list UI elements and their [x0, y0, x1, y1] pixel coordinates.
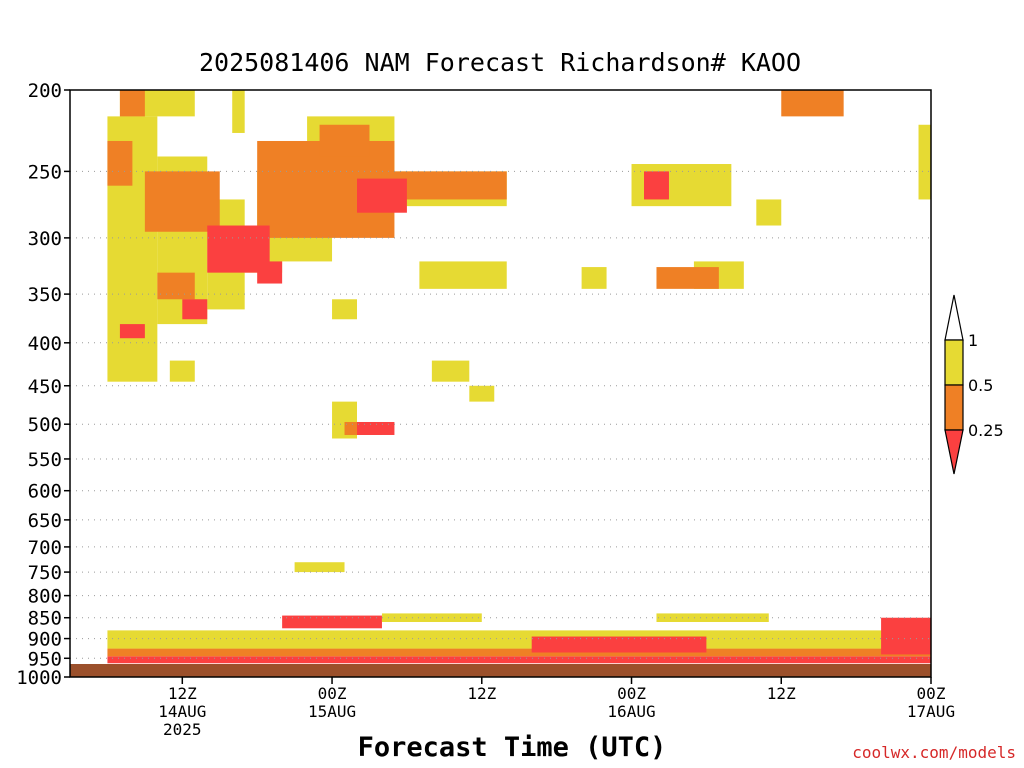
x-tick-label: 12Z	[767, 684, 796, 703]
y-tick-label: 200	[28, 80, 62, 102]
heatmap-cell	[282, 615, 382, 629]
y-tick-label: 450	[28, 376, 62, 398]
x-tick-label: 12Z	[168, 684, 197, 703]
heatmap-cell	[581, 267, 607, 289]
y-tick-label: 800	[28, 586, 62, 608]
chart-title: 2025081406 NAM Forecast Richardson# KAOO	[198, 48, 802, 77]
y-tick-label: 700	[28, 537, 62, 559]
heatmap-cell	[169, 360, 195, 382]
colorbar: 1 0.5 0.25	[944, 294, 1004, 475]
plot-frame	[69, 89, 932, 678]
heatmap-cell	[294, 562, 345, 573]
heatmap-cell	[756, 199, 782, 226]
y-axis: 200 250 300 350 400 450 500 550 600 650 700 7508008…	[16, 80, 70, 689]
y-tick-label: 400	[28, 333, 62, 355]
heatmap-cell	[357, 178, 407, 213]
y-tick-label: 600	[28, 481, 62, 503]
heatmap-cell	[644, 171, 669, 200]
heatmap-cell	[144, 171, 220, 232]
y-tick-label: 750	[28, 562, 62, 584]
heatmap-cell	[107, 656, 931, 664]
heatmap-cell	[381, 613, 482, 622]
y-tick-label: 500	[28, 414, 62, 436]
y-tick-label: 250	[28, 161, 62, 183]
y-tick-label: 300	[28, 228, 62, 250]
heatmap-cell	[232, 90, 245, 133]
x-axis-title: Forecast Time (UTC)	[357, 732, 667, 763]
heatmap-cell	[419, 261, 507, 289]
x-tick-label: 00Z	[318, 684, 347, 703]
colorbar-label: 1	[968, 331, 978, 350]
colorbar-label: 0.25	[968, 421, 1004, 440]
y-tick-label: 900	[28, 629, 62, 651]
heatmap-cell	[107, 140, 133, 186]
heatmap-cell	[182, 299, 208, 320]
y-tick-label: 950	[28, 648, 62, 670]
colorbar-bottom-arrow	[944, 429, 964, 475]
heatmap-cell	[918, 124, 931, 200]
heatmap-cell	[119, 90, 145, 117]
heatmap-cell	[357, 421, 395, 435]
y-tick-label: 550	[28, 449, 62, 471]
heatmap-cell	[107, 648, 931, 657]
colorbar-top-arrow	[944, 294, 964, 341]
heatmap-cell	[257, 261, 283, 284]
x-tick-label: 12Z	[467, 684, 496, 703]
heatmap-cells	[70, 90, 931, 677]
heatmap-cell	[107, 630, 931, 649]
heatmap-cell	[781, 90, 844, 117]
colorbar-label: 0.5	[968, 376, 993, 395]
x-tick-label: 15AUG	[308, 702, 356, 721]
heatmap-cell	[332, 299, 357, 320]
y-tick-label: 1000	[16, 667, 62, 689]
heatmap-cell	[656, 267, 719, 289]
heatmap-cell	[157, 272, 195, 300]
x-tick-label: 2025	[163, 720, 202, 739]
heatmap-cell	[531, 636, 707, 653]
y-tick-label: 350	[28, 284, 62, 306]
ground-fill	[70, 664, 931, 677]
y-tick-label: 650	[28, 510, 62, 532]
heatmap-cell	[319, 124, 370, 157]
heatmap-cell	[469, 385, 495, 402]
x-tick-label: 16AUG	[607, 702, 655, 721]
x-tick-label: 14AUG	[158, 702, 206, 721]
credit-link[interactable]: coolwx.com/models	[852, 743, 1016, 762]
heatmap-cell	[119, 324, 145, 339]
colorbar-segment	[944, 339, 964, 386]
colorbar-segment	[944, 384, 964, 431]
x-tick-label: 00Z	[617, 684, 646, 703]
heatmap-cell	[431, 360, 470, 382]
x-tick-label: 00Z	[917, 684, 946, 703]
heatmap-cell	[881, 617, 931, 655]
y-tick-label: 850	[28, 608, 62, 630]
x-tick-label: 17AUG	[907, 702, 955, 721]
